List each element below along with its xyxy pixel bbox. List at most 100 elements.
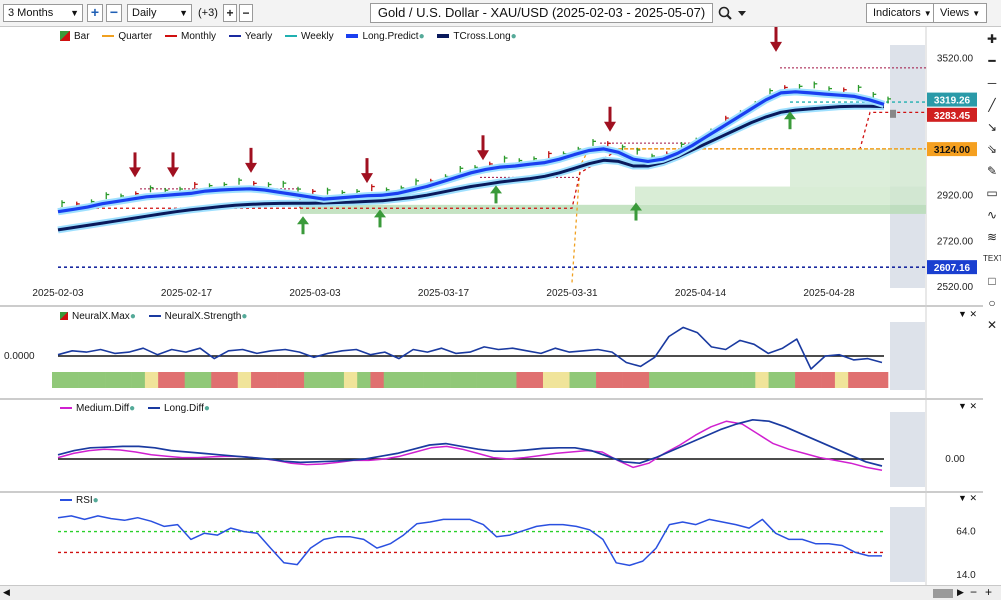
remove-indicator-button[interactable]: − [239, 4, 253, 22]
legend-neuralx-max[interactable]: NeuralX.Max● [60, 311, 136, 322]
wave-tool-icon[interactable]: ∿ [986, 208, 998, 222]
fib-tool-icon[interactable]: ≋ [986, 230, 998, 244]
future-zone-neuralx [890, 322, 925, 390]
neuralx-max-bar [768, 372, 783, 388]
long-diff-line[interactable] [57, 418, 883, 467]
neuralx-max-bar [91, 372, 106, 388]
legend-rsi[interactable]: RSI● [60, 495, 99, 506]
yearly-price-label-bg [927, 260, 977, 275]
long-predict-line[interactable] [57, 90, 885, 214]
ray-tool-icon[interactable]: ╱ [988, 98, 996, 112]
neuralx-max-bar [383, 372, 398, 388]
toolbar: 3 Months ▼ + − Daily ▼ (+3) + − Gold / U… [0, 0, 1001, 27]
drawing-toolbar: ✚ ━ ─ ╱ ↘ ⇘ ✎ ▭ ∿ ≋ TEXT □ ○ ✕ [983, 27, 1001, 332]
neuralx-max-bar [874, 372, 889, 388]
chart-area[interactable]: 3520.00 2920.00 2720.00 2520.00 2025-02-03 20… [0, 27, 983, 585]
legend-long-diff[interactable]: Long.Diff● [148, 403, 210, 414]
views-button[interactable]: Views ▼ [933, 3, 988, 23]
tcross-long-line[interactable] [57, 104, 885, 232]
neuralx-max-bar [65, 372, 79, 388]
support-price-label-bg [927, 142, 977, 157]
neuralx-max-bar [834, 372, 849, 388]
legend-medium-diff[interactable]: Medium.Diff● [60, 403, 135, 414]
note-tool-icon[interactable]: ✎ [986, 164, 998, 178]
collapse-icon[interactable]: ▼ [958, 401, 967, 411]
scroll-left-icon[interactable]: ◀ [3, 587, 10, 597]
horizontal-scrollbar[interactable]: ◀ ▶ − + [0, 585, 1001, 600]
yearly-price-label: 2607.16 [934, 263, 971, 274]
extra-count: (+3) [198, 7, 218, 19]
range-select[interactable]: 3 Months ▼ [3, 4, 83, 22]
neuralx-max-bar [423, 372, 438, 388]
date-tick-label: 2025-03-17 [418, 288, 470, 299]
plus-tool-icon[interactable]: ✚ [986, 32, 998, 46]
legend-bar[interactable]: Bar [60, 31, 90, 42]
neuralx-max-bar [450, 372, 464, 388]
sell-arrow-head [129, 167, 141, 178]
rsi-line[interactable] [57, 515, 882, 567]
diff-legend: Medium.Diff● Long.Diff● [60, 403, 220, 414]
date-tick-label: 2025-04-28 [803, 288, 855, 299]
close-icon[interactable]: ✕ [969, 401, 977, 411]
comment-tool-icon[interactable]: ▭ [986, 186, 998, 200]
legend-monthly[interactable]: Monthly [165, 31, 216, 42]
legend-tcross-long[interactable]: TCross.Long● [437, 31, 517, 42]
scroll-right-icon[interactable]: ▶ [957, 587, 964, 597]
rsi-tick-label: 64.0 [956, 527, 976, 538]
neuralx-max-bar [795, 372, 809, 388]
buy-arrow-head [630, 202, 642, 211]
collapse-icon[interactable]: ▼ [958, 309, 967, 319]
neuralx-max-bar [357, 372, 371, 388]
legend-quarter[interactable]: Quarter [102, 31, 152, 42]
level-tool-icon[interactable]: ↘ [986, 120, 998, 134]
neuralx-max-bar [463, 372, 477, 388]
neuralx-max-bar [330, 372, 345, 388]
neuralx-max-bar [582, 372, 597, 388]
close-tool-icon[interactable]: ✕ [986, 318, 998, 332]
cursor-tool-icon[interactable]: ⇘ [986, 142, 998, 156]
neuralx-strength-line[interactable] [57, 326, 883, 370]
neuralx-max-bar [596, 372, 610, 388]
legend-neuralx-strength[interactable]: NeuralX.Strength● [148, 311, 247, 322]
minus-tool-icon[interactable]: ━ [988, 54, 996, 68]
last-price-label-hidden: 3283.45 [934, 111, 971, 122]
neuralx-max-bar [715, 372, 730, 388]
neuralx-max-bar [317, 372, 331, 388]
neuralx-max-bar [542, 372, 557, 388]
future-zone-rsi [890, 507, 925, 582]
scroll-zoom-in-icon[interactable]: + [985, 585, 993, 599]
symbol-title[interactable]: Gold / U.S. Dollar - XAU/USD (2025-02-03… [370, 3, 713, 23]
zoom-out-button[interactable]: − [106, 4, 122, 22]
rect-tool-icon[interactable]: □ [988, 274, 996, 288]
legend-yearly[interactable]: Yearly [228, 31, 272, 42]
medium-diff-line[interactable] [57, 420, 883, 471]
neuralx-max-bar [304, 372, 318, 388]
neuralx-max-bar [821, 372, 836, 388]
text-tool-icon[interactable]: TEXT [983, 254, 1001, 263]
sell-arrow-head [245, 162, 257, 173]
price-tick-label: 2920.00 [937, 191, 974, 202]
ellipse-tool-icon[interactable]: ○ [988, 296, 996, 310]
neuralx-max-bar [529, 372, 544, 388]
line-tool-icon[interactable]: ─ [987, 76, 997, 90]
neuralx-max-bar [171, 372, 185, 388]
add-indicator-button[interactable]: + [223, 4, 237, 22]
range-value: 3 Months [8, 7, 54, 19]
close-icon[interactable]: ✕ [969, 309, 977, 319]
date-tick-label: 2025-02-17 [161, 288, 213, 299]
neuralx-panel-controls: ▼ ✕ [958, 309, 977, 320]
scroll-thumb[interactable] [933, 589, 953, 598]
zoom-in-button[interactable]: + [87, 4, 103, 22]
interval-select[interactable]: Daily ▼ [127, 4, 192, 22]
buy-arrow-head [490, 185, 502, 194]
search-icon[interactable] [718, 6, 748, 22]
collapse-icon[interactable]: ▼ [958, 493, 967, 503]
neuralx-max-bar [622, 372, 637, 388]
date-tick-label: 2025-03-03 [289, 288, 341, 299]
close-icon[interactable]: ✕ [969, 493, 977, 503]
legend-long-predict[interactable]: Long.Predict● [346, 31, 425, 42]
diff-tick-label: 0.00 [945, 454, 965, 465]
scroll-zoom-out-icon[interactable]: − [970, 585, 978, 599]
legend-weekly[interactable]: Weekly [285, 31, 334, 42]
indicators-button[interactable]: Indicators ▼ [866, 3, 939, 23]
